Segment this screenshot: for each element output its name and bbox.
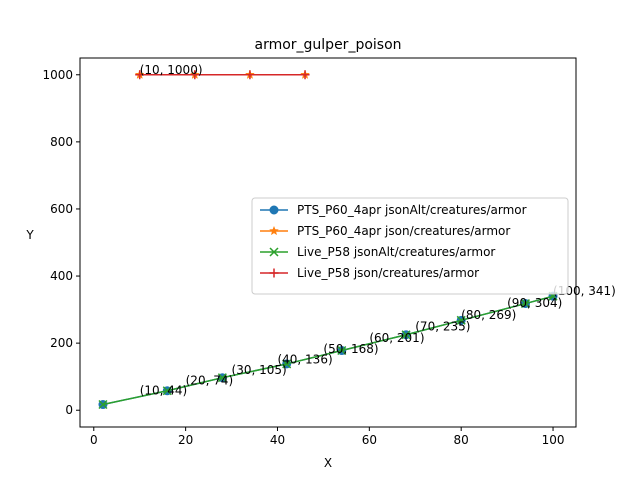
legend-item: PTS_P60_4apr jsonAlt/creatures/armor xyxy=(260,203,527,217)
y-tick-label: 400 xyxy=(50,269,73,283)
data-label: (30, 105) xyxy=(232,363,287,377)
x-tick-label: 0 xyxy=(90,433,98,447)
legend-label: Live_P58 jsonAlt/creatures/armor xyxy=(297,245,495,259)
legend: PTS_P60_4apr jsonAlt/creatures/armor PTS_… xyxy=(251,197,569,295)
data-point xyxy=(98,399,108,410)
legend-marker xyxy=(269,225,279,236)
legend-label: PTS_P60_4apr json/creatures/armor xyxy=(297,224,510,238)
legend-marker xyxy=(269,205,279,215)
series-4 xyxy=(135,70,310,80)
x-tick-label: 80 xyxy=(454,433,469,447)
data-label: (20, 74) xyxy=(186,373,234,387)
data-label: (10, 1000) xyxy=(140,63,203,77)
data-label: (40, 136) xyxy=(277,353,332,367)
data-point xyxy=(217,373,227,383)
data-point xyxy=(190,70,200,80)
data-point xyxy=(401,330,411,340)
legend-item: Live_P58 json/creatures/armor xyxy=(260,266,479,280)
x-tick-label: 40 xyxy=(270,433,285,447)
legend-box xyxy=(251,197,569,295)
x-tick-label: 20 xyxy=(178,433,193,447)
y-axis: 0 200 400 600 800 1000 xyxy=(42,68,80,417)
legend-label: Live_P58 json/creatures/armor xyxy=(297,266,479,280)
data-label: (80, 269) xyxy=(461,308,516,322)
legend-item: Live_P58 jsonAlt/creatures/armor xyxy=(260,245,495,259)
y-tick-label: 600 xyxy=(50,202,73,216)
data-point xyxy=(456,315,466,325)
data-label: (90, 304) xyxy=(507,296,562,310)
x-axis-label: X xyxy=(324,456,332,470)
data-label: (60, 201) xyxy=(369,331,424,345)
data-label: (70, 235) xyxy=(415,319,470,333)
plot-frame xyxy=(79,57,577,428)
data-point xyxy=(520,299,531,309)
legend-marker xyxy=(269,247,279,257)
series-layer xyxy=(98,69,558,410)
x-tick-label: 100 xyxy=(542,433,565,447)
x-axis: 0 20 40 60 80 100 xyxy=(90,427,565,447)
y-axis-label: Y xyxy=(25,228,34,242)
chart-title: armor_gulper_poison xyxy=(254,37,401,53)
data-point xyxy=(337,345,347,356)
data-point xyxy=(300,70,310,80)
data-label: (10, 44) xyxy=(140,383,188,397)
data-label: (100, 341) xyxy=(553,284,616,298)
y-tick-label: 800 xyxy=(50,135,73,149)
x-tick-label: 60 xyxy=(362,433,377,447)
legend-label: PTS_P60_4apr jsonAlt/creatures/armor xyxy=(297,203,527,217)
data-point xyxy=(282,359,292,369)
y-tick-label: 200 xyxy=(50,336,73,350)
annotation-layer: (10, 1000) (10, 44)(20, 74)(30, 105)(40, … xyxy=(140,63,616,398)
data-point xyxy=(162,386,172,396)
legend-item: PTS_P60_4apr json/creatures/armor xyxy=(260,224,510,238)
data-label: (50, 168) xyxy=(323,342,378,356)
series-3 xyxy=(98,291,558,410)
y-tick-label: 1000 xyxy=(42,68,73,82)
data-point xyxy=(245,70,255,80)
legend-marker xyxy=(269,268,279,278)
data-point xyxy=(135,70,145,80)
y-tick-label: 0 xyxy=(65,403,73,417)
